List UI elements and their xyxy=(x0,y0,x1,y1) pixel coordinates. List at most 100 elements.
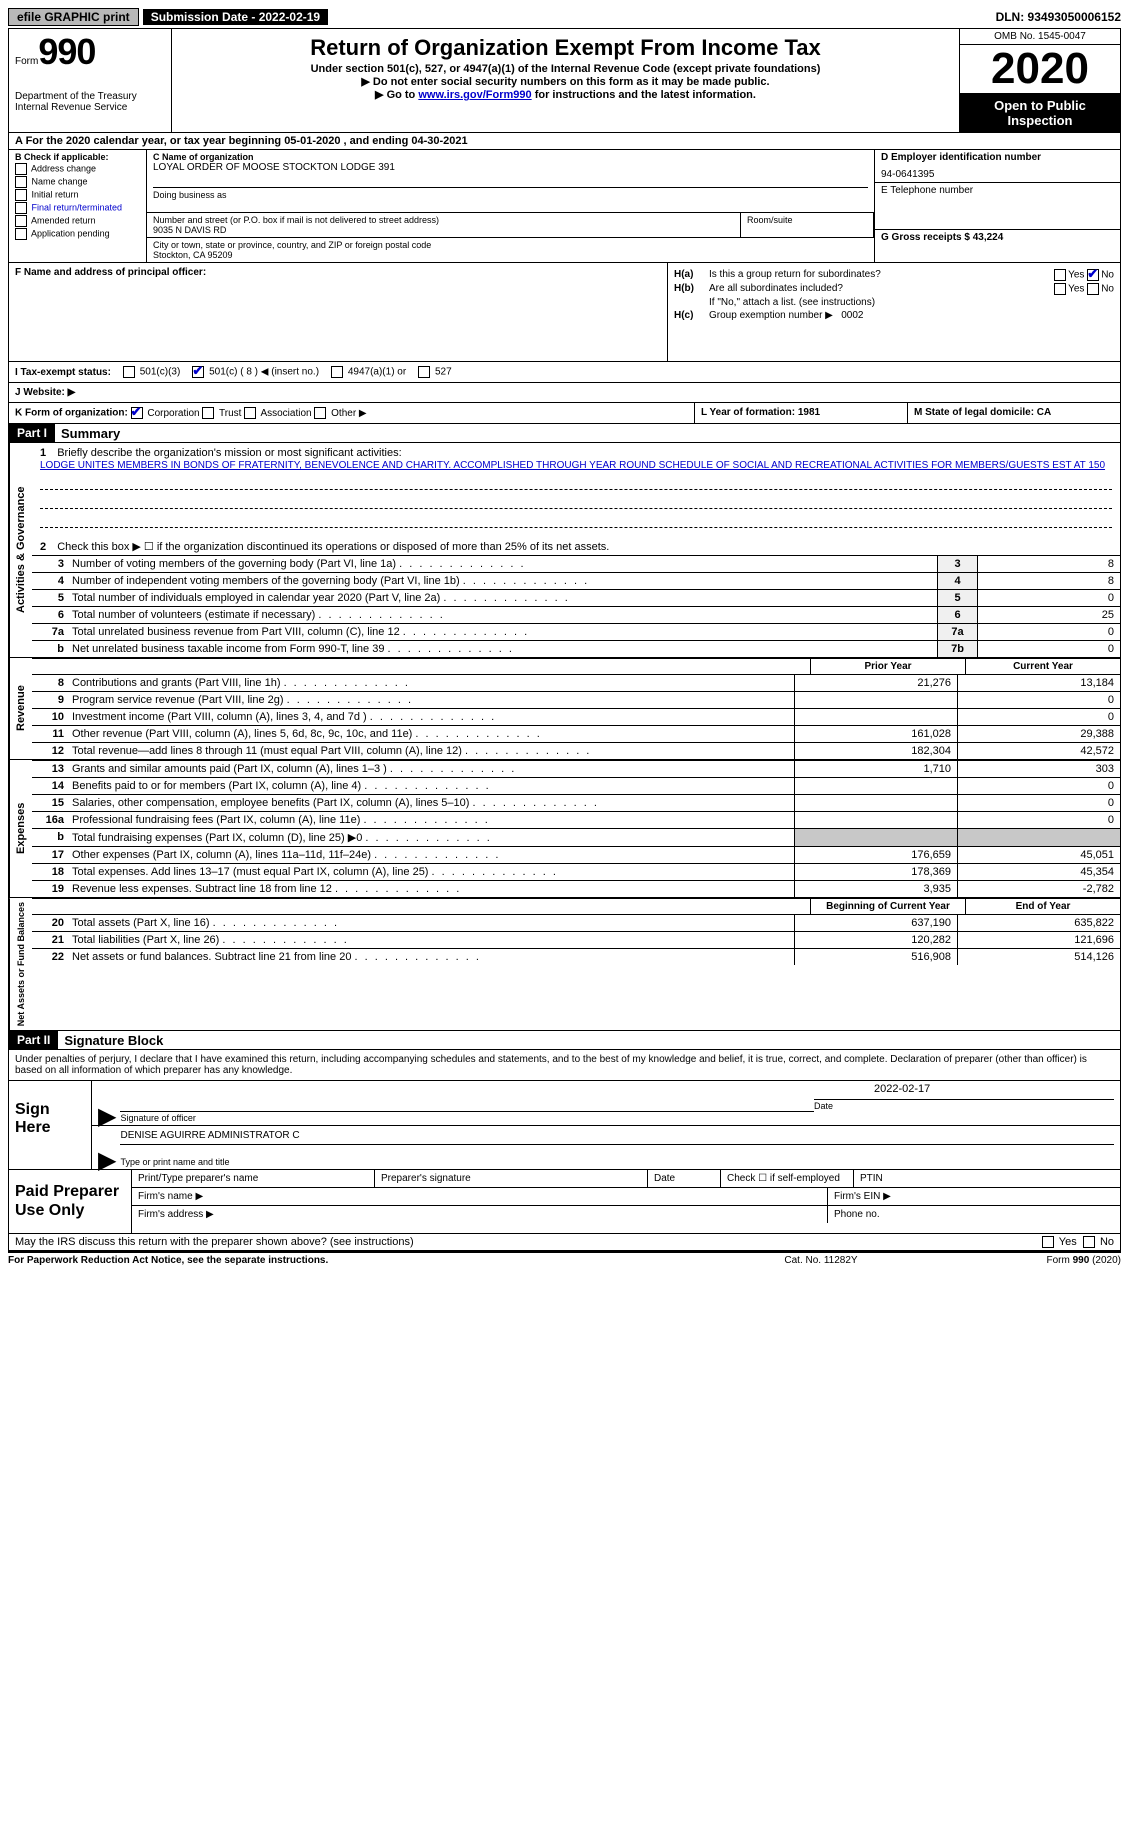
room-suite: Room/suite xyxy=(741,213,874,237)
gov-line-4: 4Number of independent voting members of… xyxy=(32,572,1120,589)
governance-block: Activities & Governance 1 Briefly descri… xyxy=(9,443,1120,658)
form-container: Form990 Department of the Treasury Inter… xyxy=(8,28,1121,1253)
efile-badge[interactable]: efile GRAPHIC print xyxy=(8,8,139,26)
exp-line-16a: 16aProfessional fundraising fees (Part I… xyxy=(32,811,1120,828)
omb-number: OMB No. 1545-0047 xyxy=(960,29,1120,45)
section-klm: K Form of organization: Corporation Trus… xyxy=(9,403,1120,424)
gov-line-5: 5Total number of individuals employed in… xyxy=(32,589,1120,606)
gov-line-3: 3Number of voting members of the governi… xyxy=(32,555,1120,572)
opt-4947[interactable]: 4947(a)(1) or xyxy=(331,366,406,378)
discuss-yes[interactable]: Yes xyxy=(1042,1236,1077,1248)
line-1: 1 Briefly describe the organization's mi… xyxy=(32,443,1120,538)
firm-name: Firm's name ▶ xyxy=(132,1188,828,1205)
netassets-block: Net Assets or Fund Balances Beginning of… xyxy=(9,898,1120,1031)
officer-name-title: DENISE AGUIRRE ADMINISTRATOR C Type or p… xyxy=(120,1144,1114,1167)
exp-line-19: 19Revenue less expenses. Subtract line 1… xyxy=(32,880,1120,897)
exp-line-13: 13Grants and similar amounts paid (Part … xyxy=(32,760,1120,777)
form-header: Form990 Department of the Treasury Inter… xyxy=(9,29,1120,133)
gov-line-7a: 7aTotal unrelated business revenue from … xyxy=(32,623,1120,640)
rev-line-8: 8Contributions and grants (Part VIII, li… xyxy=(32,674,1120,691)
section-fh: F Name and address of principal officer:… xyxy=(9,263,1120,362)
declaration-text: Under penalties of perjury, I declare th… xyxy=(9,1050,1120,1081)
check-address-change[interactable]: Address change xyxy=(15,163,140,175)
netasset-col-headers: Beginning of Current Year End of Year xyxy=(32,898,1120,914)
prep-date-label: Date xyxy=(648,1170,721,1187)
section-c: C Name of organization LOYAL ORDER OF MO… xyxy=(147,150,874,262)
mission-text: LODGE UNITES MEMBERS IN BONDS OF FRATERN… xyxy=(40,460,1105,471)
check-final-return[interactable]: Final return/terminated xyxy=(15,202,140,214)
check-name-change[interactable]: Name change xyxy=(15,176,140,188)
section-g: G Gross receipts $ 43,224 xyxy=(875,230,1120,245)
paid-preparer-section: Paid Preparer Use Only Print/Type prepar… xyxy=(9,1170,1120,1233)
paid-preparer-label: Paid Preparer Use Only xyxy=(9,1170,131,1232)
check-amended[interactable]: Amended return xyxy=(15,215,140,227)
gov-line-6: 6Total number of volunteers (estimate if… xyxy=(32,606,1120,623)
check-initial-return[interactable]: Initial return xyxy=(15,189,140,201)
opt-trust[interactable]: Trust xyxy=(202,408,241,419)
opt-other[interactable]: Other ▶ xyxy=(314,408,366,419)
exp-line-17: 17Other expenses (Part IX, column (A), l… xyxy=(32,846,1120,863)
top-bar: efile GRAPHIC print Submission Date - 20… xyxy=(8,8,1121,26)
section-m: M State of legal domicile: CA xyxy=(907,403,1120,423)
org-name: LOYAL ORDER OF MOOSE STOCKTON LODGE 391 xyxy=(153,162,868,173)
sign-here-section: Sign Here ▶ Signature of officer Date 20… xyxy=(9,1081,1120,1170)
firm-address: Firm's address ▶ xyxy=(132,1206,828,1223)
exp-line-14: 14Benefits paid to or for members (Part … xyxy=(32,777,1120,794)
sign-here-label: Sign Here xyxy=(9,1081,91,1169)
section-l: L Year of formation: 1981 xyxy=(694,403,907,423)
rev-line-10: 10Investment income (Part VIII, column (… xyxy=(32,708,1120,725)
opt-501c[interactable]: 501(c) ( 8 ) ◀ (insert no.) xyxy=(192,366,319,378)
opt-corporation[interactable]: Corporation xyxy=(131,408,200,419)
street-address: 9035 N DAVIS RD xyxy=(153,225,734,235)
department: Department of the Treasury xyxy=(15,91,165,102)
vert-revenue: Revenue xyxy=(9,658,32,759)
vert-governance: Activities & Governance xyxy=(9,443,32,657)
submission-date: Submission Date - 2022-02-19 xyxy=(143,9,328,25)
form-title: Return of Organization Exempt From Incom… xyxy=(180,35,951,61)
prep-name-label: Print/Type preparer's name xyxy=(132,1170,375,1187)
opt-527[interactable]: 527 xyxy=(418,366,451,378)
rev-line-11: 11Other revenue (Part VIII, column (A), … xyxy=(32,725,1120,742)
ein-value: 94-0641395 xyxy=(881,169,1114,180)
net-line-21: 21Total liabilities (Part X, line 26) 12… xyxy=(32,931,1120,948)
section-j: J Website: ▶ xyxy=(9,383,1120,403)
discuss-no[interactable]: No xyxy=(1083,1236,1114,1248)
form-number: 990 xyxy=(38,31,95,72)
group-exemption-num: 0002 xyxy=(841,310,863,321)
dba-label: Doing business as xyxy=(153,190,227,200)
section-b-label: B Check if applicable: xyxy=(15,152,140,162)
hb-yes-no[interactable]: Yes No xyxy=(1004,283,1114,295)
part1-header: Part I Summary xyxy=(9,424,1120,443)
irs-link[interactable]: www.irs.gov/Form990 xyxy=(418,89,531,101)
form-subtitle: Under section 501(c), 527, or 4947(a)(1)… xyxy=(180,63,951,75)
arrow-icon: ▶ xyxy=(98,1111,116,1123)
section-d: D Employer identification number 94-0641… xyxy=(875,150,1120,183)
dln: DLN: 93493050006152 xyxy=(996,10,1121,24)
arrow-icon: ▶ xyxy=(98,1155,116,1167)
irs: Internal Revenue Service xyxy=(15,102,165,113)
form-prefix: Form xyxy=(15,56,38,67)
page-footer: For Paperwork Reduction Act Notice, see … xyxy=(8,1253,1121,1268)
section-bcdeg: B Check if applicable: Address change Na… xyxy=(9,150,1120,263)
section-f: F Name and address of principal officer: xyxy=(9,263,668,361)
exp-line-18: 18Total expenses. Add lines 13–17 (must … xyxy=(32,863,1120,880)
instruction-1: ▶ Do not enter social security numbers o… xyxy=(180,75,951,88)
opt-501c3[interactable]: 501(c)(3) xyxy=(123,366,180,378)
check-application-pending[interactable]: Application pending xyxy=(15,228,140,240)
instruction-2: ▶ Go to www.irs.gov/Form990 for instruct… xyxy=(180,88,951,101)
ha-yes-no[interactable]: Yes No xyxy=(1004,269,1114,281)
expenses-block: Expenses 13Grants and similar amounts pa… xyxy=(9,760,1120,898)
opt-association[interactable]: Association xyxy=(244,408,311,419)
vert-netassets: Net Assets or Fund Balances xyxy=(9,898,32,1030)
section-e: E Telephone number xyxy=(875,183,1120,230)
header-center: Return of Organization Exempt From Incom… xyxy=(172,29,959,132)
address-box: Number and street (or P.O. box if mail i… xyxy=(147,213,741,237)
section-a: A For the 2020 calendar year, or tax yea… xyxy=(9,133,1120,150)
section-c-label: C Name of organization xyxy=(153,152,868,162)
line-2: 2 Check this box ▶ ☐ if the organization… xyxy=(32,538,1120,555)
section-i-row: I Tax-exempt status: 501(c)(3) 501(c) ( … xyxy=(9,362,1120,383)
section-h: H(a) Is this a group return for subordin… xyxy=(668,263,1120,361)
check-self-employed[interactable]: Check ☐ if self-employed xyxy=(721,1170,854,1187)
tax-year: 2020 xyxy=(960,45,1120,94)
section-k: K Form of organization: Corporation Trus… xyxy=(9,403,694,423)
